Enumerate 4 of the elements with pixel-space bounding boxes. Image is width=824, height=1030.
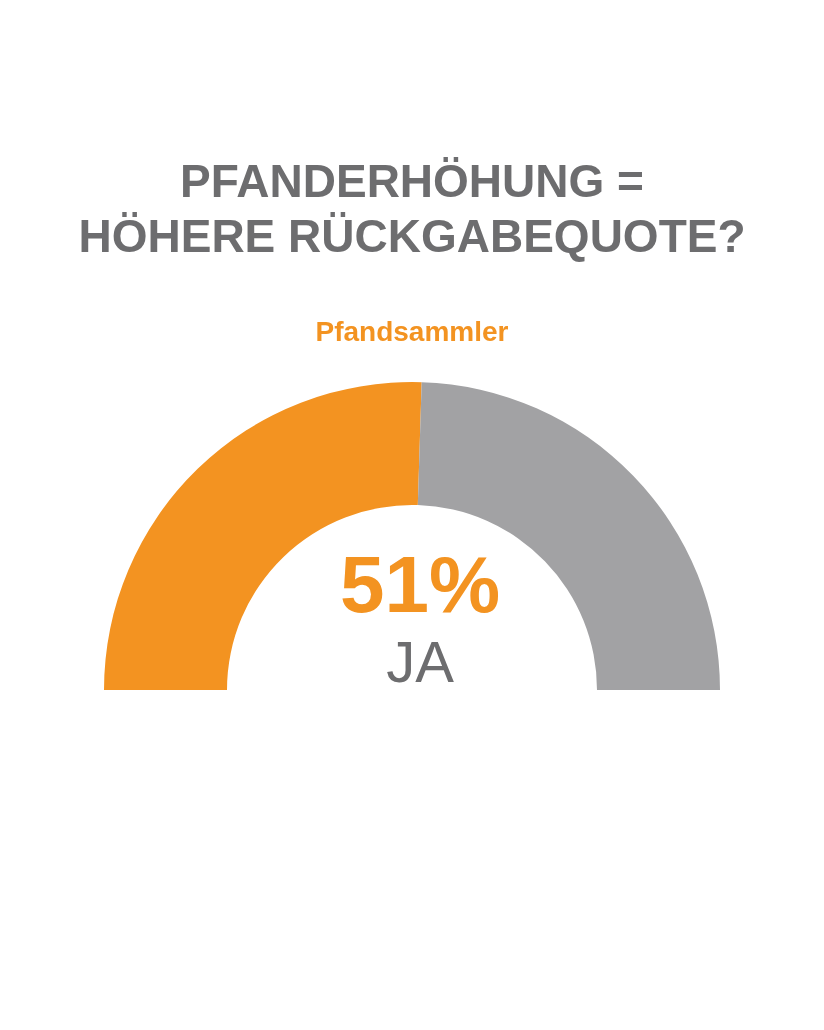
chart-subtitle: Pfandsammler <box>315 316 509 347</box>
chart-title: PFANDERHÖHUNG = HÖHERE RÜCKGABEQUOTE? <box>78 155 746 262</box>
slice-label: JA <box>386 629 455 694</box>
data-label: 51% <box>339 540 501 629</box>
